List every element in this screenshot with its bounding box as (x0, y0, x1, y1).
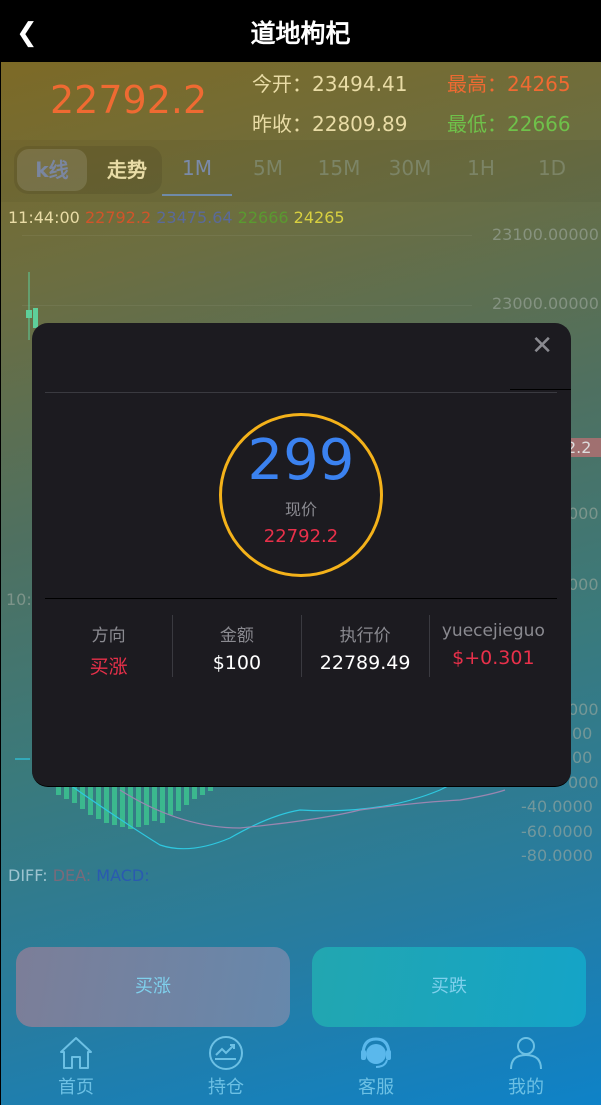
legend-time: 11:44:00 (8, 208, 80, 227)
result-label: yuecejieguo (441, 621, 545, 641)
detail-direction: 方向 买涨 (45, 615, 174, 678)
prev-close-value: 22809.89 (312, 112, 408, 136)
price-label: 现价 (284, 500, 317, 519)
header: ❮ 道地枸杞 (0, 0, 601, 62)
legend-high: 24265 (293, 208, 345, 227)
axis-label: 23000.00000 (492, 294, 599, 313)
high-value: 24265 (507, 72, 571, 96)
strike-value: 22789.49 (319, 652, 411, 674)
chart-icon (209, 1036, 243, 1070)
amount-value: $100 (212, 652, 262, 674)
nav-mine-label: 我的 (508, 1077, 544, 1098)
nav-positions[interactable]: 持仓 (166, 1035, 286, 1099)
legend-ma: 23475.64 (156, 208, 233, 227)
time-label: 10: (6, 590, 32, 609)
high-label: 最高： (447, 72, 507, 96)
nav-positions-label: 持仓 (208, 1077, 244, 1098)
divider (45, 598, 557, 599)
dea-line (119, 789, 506, 829)
headset-icon (361, 1037, 391, 1068)
direction-label: 方向 (91, 626, 126, 646)
axis-label: -60.0000 (521, 822, 593, 841)
macd-label: MACD: (96, 866, 150, 885)
macd-legend: DIFF: DEA: MACD: (8, 866, 150, 885)
close-icon[interactable]: ✕ (531, 331, 553, 361)
axis-label: 00 (572, 724, 593, 743)
tab-30m[interactable]: 30M (388, 156, 432, 180)
tab-kline[interactable]: k线 (17, 149, 87, 191)
current-price: 22792.2 (50, 78, 208, 122)
gridline (22, 305, 472, 306)
axis-label: 00 (572, 748, 593, 767)
order-result-modal: ✕ 299 现价 22792.2 方向买涨 金额 $100 执行价 22789.49… (32, 323, 571, 787)
divider (45, 392, 557, 393)
tab-15m[interactable]: 15M (317, 156, 361, 180)
detail-result: yuecejieguo $+0.301 (430, 615, 557, 677)
gridline (22, 235, 472, 236)
dea-label: DEA: (52, 866, 92, 885)
page-title: 道地枸杞 (250, 19, 351, 48)
nav-service[interactable]: 客服 (316, 1035, 436, 1099)
direction-value: 买涨 (89, 656, 128, 678)
axis-label: 000 (568, 773, 599, 792)
open-value: 23494.41 (312, 72, 408, 96)
back-chevron-icon[interactable]: ❮ (16, 18, 38, 48)
low-label: 最低： (447, 112, 507, 136)
axis-label: 23100.00000 (492, 225, 599, 244)
high-stat: 最高：24265 (447, 68, 571, 97)
candle (26, 310, 32, 318)
candle (33, 308, 38, 328)
prev-close-stat: 昨收：22809.89 (252, 108, 407, 137)
open-stat: 今开：23494.41 (252, 68, 407, 97)
home-icon (60, 1037, 92, 1069)
low-stat: 最低：22666 (447, 108, 571, 137)
tab-1m[interactable]: 1M (182, 156, 212, 180)
result-value: $+0.301 (452, 647, 535, 669)
divider (510, 389, 571, 390)
chart-type-toggle: k线 走势 (14, 146, 162, 194)
low-value: 22666 (507, 112, 571, 136)
detail-amount: 金额 $100 (173, 615, 302, 677)
nav-mine[interactable]: 我的 (466, 1035, 586, 1099)
tab-5m[interactable]: 5M (253, 156, 283, 180)
chart-canvas (15, 272, 506, 850)
countdown-ring: 299 现价 22792.2 (219, 413, 383, 577)
order-details: 方向买涨 金额 $100 执行价 22789.49 yuecejieguo $+0.3… (45, 615, 557, 678)
legend-low: 22666 (237, 208, 289, 227)
axis-label: 000 (568, 504, 599, 523)
user-icon (510, 1037, 542, 1070)
axis-label: -40.0000 (521, 797, 593, 816)
detail-strike: 执行价 22789.49 (302, 615, 430, 677)
nav-home-label: 首页 (58, 1077, 94, 1098)
tab-1d[interactable]: 1D (537, 156, 567, 180)
nav-service-label: 客服 (358, 1077, 394, 1098)
prev-close-label: 昨收： (252, 112, 312, 136)
buy-up-button[interactable]: 买涨 (16, 947, 290, 1027)
axis-label: 000 (568, 575, 599, 594)
diff-label: DIFF: (8, 866, 48, 885)
open-label: 今开： (252, 72, 312, 96)
nav-home[interactable]: 首页 (16, 1035, 136, 1099)
buy-down-button[interactable]: 买跌 (312, 947, 586, 1027)
legend-close: 22792.2 (84, 208, 152, 227)
countdown-value: 299 (247, 428, 355, 493)
tab-trend[interactable]: 走势 (107, 158, 147, 182)
tab-1h[interactable]: 1H (467, 156, 495, 180)
amount-label: 金额 (219, 626, 254, 646)
active-tab-underline (162, 194, 232, 196)
strike-label: 执行价 (339, 626, 391, 646)
chart-tabs: k线 走势 1M 5M 15M 30M 1H 1D (0, 140, 601, 202)
chart-legend: 11:44:00 22792.2 23475.64 22666 24265 (8, 208, 345, 227)
axis-label: 000 (568, 700, 599, 719)
axis-label: -80.0000 (521, 846, 593, 865)
modal-price: 22792.2 (263, 526, 339, 547)
